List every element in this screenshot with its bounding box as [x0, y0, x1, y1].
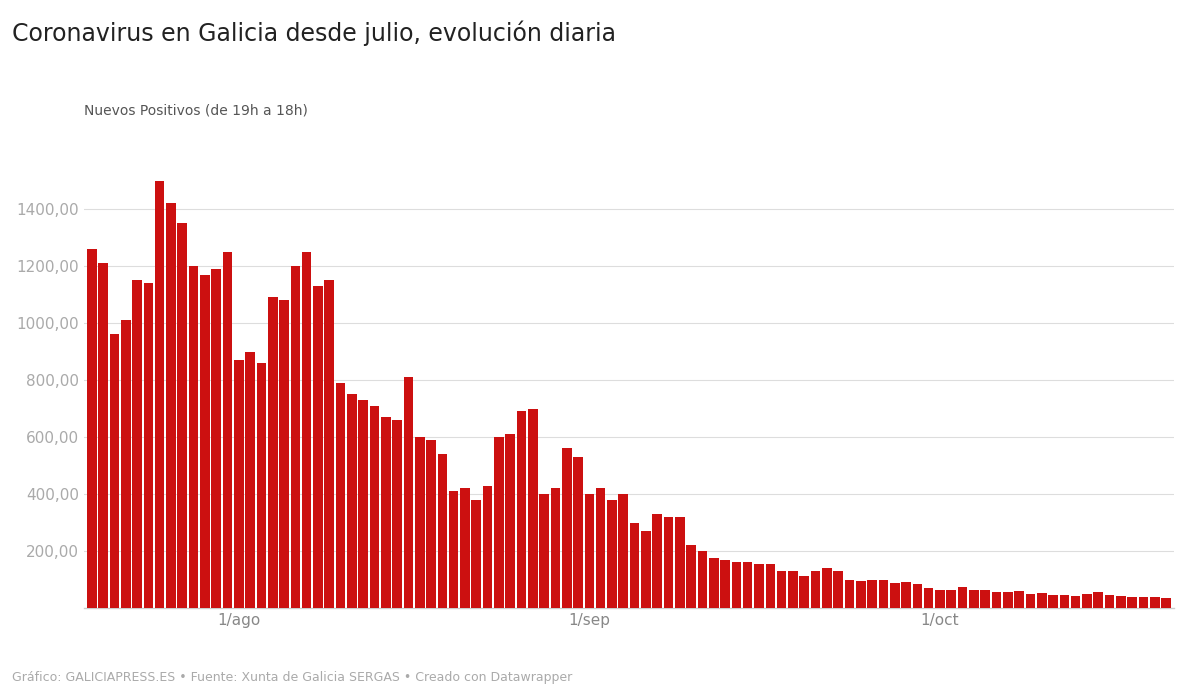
Bar [946, 589, 956, 608]
Bar [437, 454, 447, 608]
Bar [1094, 592, 1103, 608]
Bar [200, 274, 210, 608]
Bar [460, 489, 470, 608]
Bar [878, 580, 888, 608]
Bar [867, 580, 877, 608]
Bar [618, 494, 628, 608]
Bar [732, 562, 742, 608]
Bar [641, 531, 651, 608]
Bar [585, 494, 594, 608]
Bar [472, 500, 482, 608]
Bar [528, 408, 538, 608]
Bar [1127, 597, 1137, 608]
Bar [246, 352, 255, 608]
Text: Nuevos Positivos (de 19h a 18h): Nuevos Positivos (de 19h a 18h) [84, 104, 308, 117]
Bar [177, 223, 187, 608]
Bar [595, 489, 605, 608]
Bar [630, 522, 640, 608]
Bar [516, 411, 526, 608]
Bar [811, 571, 821, 608]
Bar [776, 571, 786, 608]
Bar [426, 440, 436, 608]
Bar [144, 283, 153, 608]
Bar [268, 297, 278, 608]
Bar [234, 360, 243, 608]
Bar [607, 500, 617, 608]
Bar [291, 266, 301, 608]
Bar [1025, 594, 1035, 608]
Bar [483, 486, 492, 608]
Bar [857, 581, 866, 608]
Bar [562, 448, 571, 608]
Text: Coronavirus en Galicia desde julio, evolución diaria: Coronavirus en Galicia desde julio, evol… [12, 21, 616, 46]
Bar [1117, 596, 1126, 608]
Bar [1015, 591, 1024, 608]
Bar [1161, 598, 1170, 608]
Bar [788, 571, 798, 608]
Bar [1059, 595, 1069, 608]
Bar [279, 300, 289, 608]
Bar [957, 587, 967, 608]
Bar [653, 514, 662, 608]
Bar [709, 558, 719, 608]
Bar [392, 420, 401, 608]
Bar [539, 494, 549, 608]
Bar [574, 457, 583, 608]
Bar [325, 281, 334, 608]
Bar [313, 286, 322, 608]
Bar [969, 589, 979, 608]
Bar [1048, 595, 1058, 608]
Bar [370, 406, 380, 608]
Bar [256, 363, 266, 608]
Bar [223, 252, 232, 608]
Bar [664, 517, 673, 608]
Bar [449, 491, 459, 608]
Bar [506, 434, 515, 608]
Bar [404, 377, 413, 608]
Bar [936, 589, 945, 608]
Bar [799, 576, 809, 608]
Bar [924, 587, 933, 608]
Bar [766, 564, 775, 608]
Bar [822, 568, 831, 608]
Bar [335, 383, 345, 608]
Bar [913, 584, 922, 608]
Bar [720, 560, 730, 608]
Bar [1071, 596, 1081, 608]
Bar [167, 203, 176, 608]
Bar [381, 417, 391, 608]
Bar [494, 437, 503, 608]
Bar [1105, 595, 1114, 608]
Bar [743, 562, 752, 608]
Bar [1037, 594, 1047, 608]
Bar [674, 517, 684, 608]
Bar [121, 320, 131, 608]
Bar [155, 180, 164, 608]
Bar [845, 580, 854, 608]
Bar [1139, 597, 1149, 608]
Bar [211, 269, 220, 608]
Text: Gráfico: GALICIAPRESS.ES • Fuente: Xunta de Galicia SERGAS • Creado con Datawrap: Gráfico: GALICIAPRESS.ES • Fuente: Xunta… [12, 671, 573, 684]
Bar [189, 266, 199, 608]
Bar [87, 249, 97, 608]
Bar [980, 590, 990, 608]
Bar [697, 551, 707, 608]
Bar [890, 583, 900, 608]
Bar [302, 252, 311, 608]
Bar [98, 263, 108, 608]
Bar [1082, 594, 1091, 608]
Bar [109, 334, 119, 608]
Bar [347, 395, 357, 608]
Bar [901, 583, 910, 608]
Bar [551, 489, 561, 608]
Bar [1150, 597, 1160, 608]
Bar [992, 592, 1002, 608]
Bar [358, 400, 368, 608]
Bar [415, 437, 424, 608]
Bar [1003, 592, 1012, 608]
Bar [755, 564, 764, 608]
Bar [132, 281, 141, 608]
Bar [686, 545, 696, 608]
Bar [834, 571, 843, 608]
